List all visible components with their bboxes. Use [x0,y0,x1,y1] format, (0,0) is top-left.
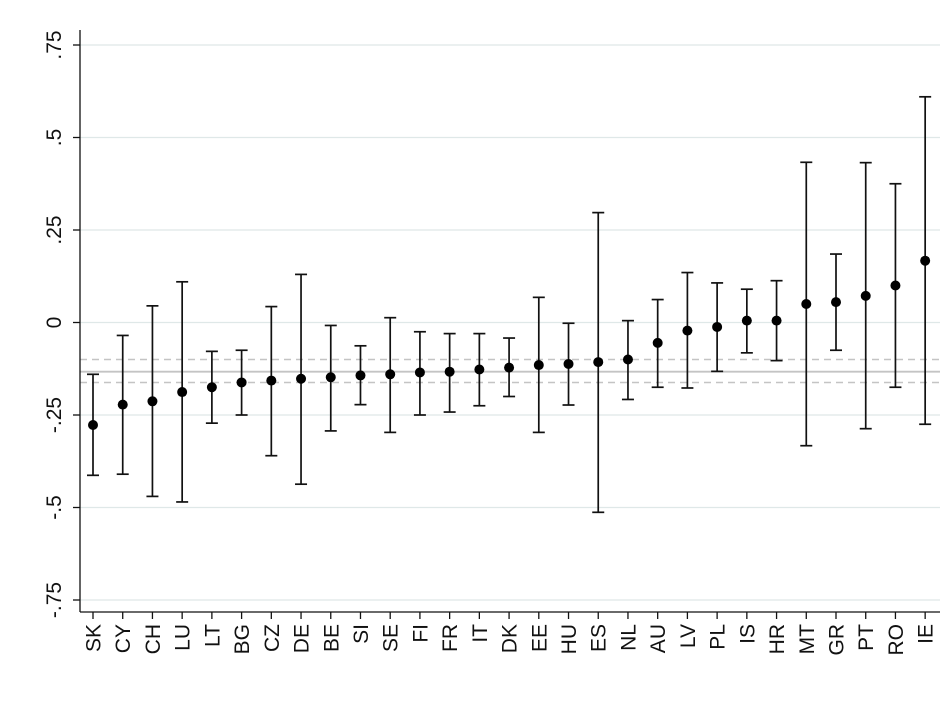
point-estimates [88,255,931,430]
x-tick-label: LV [677,624,700,648]
x-tick-label: IS [736,624,759,644]
estimate-point [593,357,604,368]
x-tick-label: FI [409,624,432,643]
estimate-point [533,360,544,371]
x-tick-label: DE [291,624,314,653]
x-tick-label: PL [707,624,730,650]
x-tick-label: CZ [261,624,284,652]
gridlines [80,44,940,601]
x-tick-label: GR [826,624,849,656]
x-tick-label: IT [469,624,492,643]
estimate-point [266,375,277,386]
estimate-point [860,290,871,301]
estimate-point [682,325,693,336]
estimate-point [355,370,366,381]
estimate-point [771,315,782,326]
confidence-intervals [87,95,932,514]
y-tick-label: -.5 [43,495,66,520]
estimate-point [504,362,515,373]
x-tick-label: CY [112,624,135,653]
x-tick-label: SI [350,624,373,644]
x-tick-label: CH [142,624,165,654]
x-tick-label: ES [588,624,611,652]
estimate-point [652,337,663,348]
estimate-point [801,299,812,309]
x-tick-label: MT [796,624,819,654]
tick-labels: .75 .5 .25 0 -.25 -.5 -.75 SK CY CH LU LT BG CZ DE BE SI… [43,30,938,655]
x-tick-label: NL [617,624,640,651]
y-tick-label: -.25 [43,397,66,433]
x-tick-label: IE [915,624,938,644]
x-tick-label: LT [201,624,224,647]
x-tick-label: AU [647,624,670,653]
estimate-point [147,396,158,407]
estimate-point [474,364,485,375]
y-tick-label: .75 [43,30,66,59]
x-tick-label: DK [499,624,522,653]
estimate-point [712,321,723,332]
x-tick-label: LU [172,624,195,651]
x-tick-label: RO [885,624,908,656]
x-tick-label: HU [558,624,581,654]
estimate-point [325,372,336,383]
estimate-point [206,382,217,393]
estimate-point [920,255,931,266]
x-tick-label: HR [766,624,789,654]
y-tick-label: .5 [43,129,66,147]
axes [73,30,940,619]
x-tick-label: EE [528,624,551,652]
estimate-point [622,354,633,365]
x-tick-label: BG [231,624,254,654]
y-tick-label: -.75 [43,582,66,618]
y-tick-label: .25 [43,215,66,244]
y-tick-label: 0 [43,317,66,329]
estimate-point [831,297,841,308]
estimate-point [563,358,574,369]
x-tick-label: BE [320,624,343,652]
estimate-point [88,419,98,430]
estimate-point [296,373,307,384]
estimate-point [890,280,901,291]
x-tick-label: PT [855,624,878,651]
estimate-point [177,387,188,398]
x-tick-label: SE [380,624,403,652]
estimate-point [236,377,247,388]
estimate-point [741,315,752,326]
estimate-point [414,367,425,378]
x-tick-label: SK [83,624,106,652]
estimate-point [117,399,128,410]
estimate-point [385,369,396,380]
estimate-point [444,366,455,377]
x-tick-label: FR [439,624,462,652]
